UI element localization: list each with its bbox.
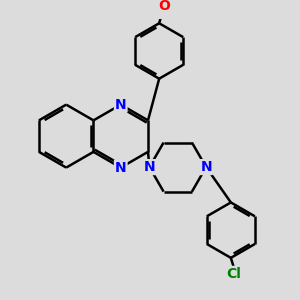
Text: N: N	[144, 160, 155, 174]
Text: N: N	[115, 98, 127, 112]
Text: Cl: Cl	[226, 267, 241, 281]
Text: N: N	[115, 160, 127, 175]
Text: N: N	[200, 160, 212, 174]
Text: O: O	[158, 0, 170, 13]
